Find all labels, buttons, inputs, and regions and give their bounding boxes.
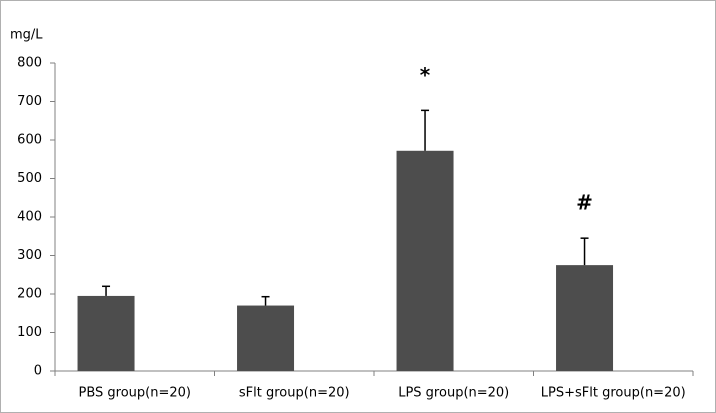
bar bbox=[77, 295, 135, 371]
annotation: # bbox=[576, 191, 593, 215]
x-tick-label: LPS+sFlt group(n=20) bbox=[541, 386, 686, 401]
y-tick-label: 800 bbox=[17, 56, 42, 71]
bar bbox=[556, 265, 614, 371]
y-tick-label: 600 bbox=[17, 133, 42, 148]
y-tick-label: 300 bbox=[17, 248, 42, 263]
x-tick-label: sFlt group(n=20) bbox=[239, 386, 350, 401]
y-tick-label: 200 bbox=[17, 287, 42, 302]
y-tick-label: 0 bbox=[34, 364, 42, 379]
y-tick-label: 100 bbox=[17, 325, 42, 340]
bar bbox=[396, 150, 454, 371]
y-axis-label: mg/L bbox=[10, 28, 43, 43]
y-tick-label: 500 bbox=[17, 171, 42, 186]
x-tick-label: LPS group(n=20) bbox=[398, 386, 509, 401]
bar bbox=[237, 305, 295, 371]
annotation: * bbox=[420, 63, 431, 87]
x-tick-label: PBS group(n=20) bbox=[79, 386, 192, 401]
y-tick-label: 700 bbox=[17, 94, 42, 109]
y-tick-label: 400 bbox=[17, 210, 42, 225]
